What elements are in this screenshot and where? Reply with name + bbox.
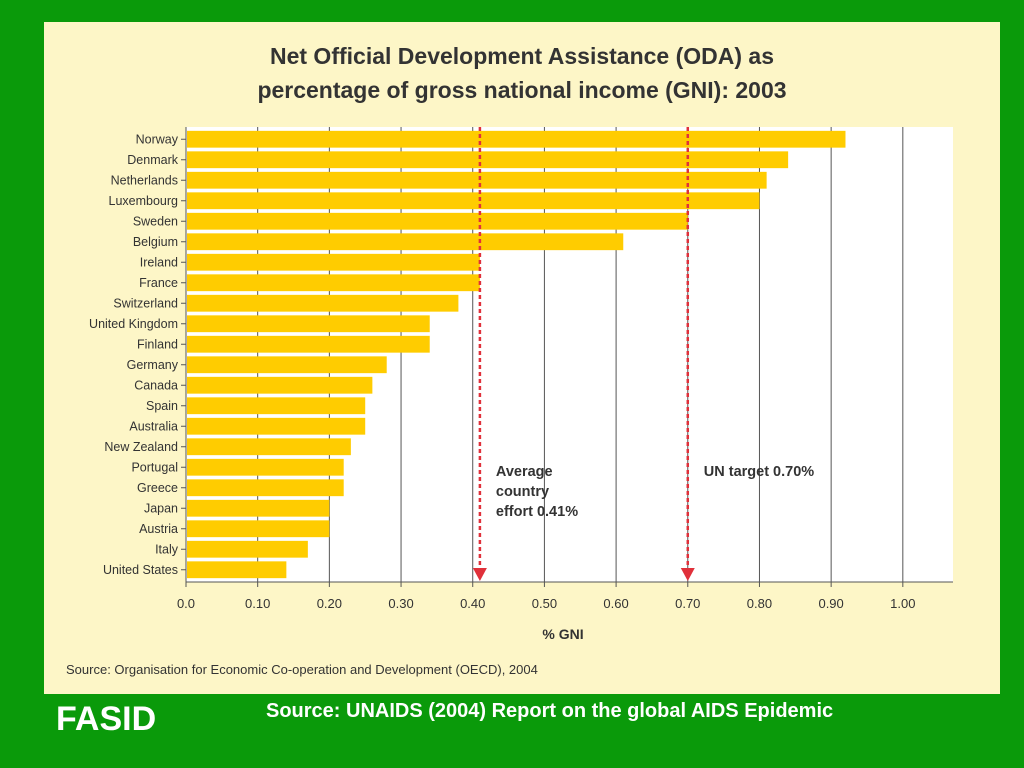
category-labels: Norway Denmark Netherlands Luxembourg Sweden… (89, 132, 179, 577)
bars (187, 130, 846, 579)
category-label: United Kingdom (89, 317, 178, 331)
x-tick-label: 1.00 (890, 596, 915, 611)
x-tick-label: 0.70 (675, 596, 700, 611)
bar (187, 479, 344, 497)
reference-label: Average (496, 464, 553, 480)
x-tick-label: 0.50 (532, 596, 557, 611)
x-tick-label: 0.10 (245, 596, 270, 611)
bar (187, 376, 373, 394)
category-label: Finland (137, 337, 178, 351)
category-label: United States (103, 563, 178, 577)
category-label: Canada (134, 378, 178, 392)
x-tick-label: 0.40 (460, 596, 485, 611)
category-label: Denmark (127, 153, 178, 167)
reference-lines: Average country effort 0.41% UN target 0.70… (472, 127, 815, 581)
chart-source: Source: Organisation for Economic Co-ope… (66, 662, 538, 677)
category-label: Luxembourg (109, 194, 179, 208)
bar (187, 417, 366, 435)
chart-title-line2: percentage of gross national income (GNI… (257, 77, 786, 103)
category-label: Netherlands (111, 173, 178, 187)
bar (187, 151, 789, 169)
chart-title-line1: Net Official Development Assistance (ODA… (270, 43, 774, 69)
reference-label: effort 0.41% (496, 504, 578, 520)
bar (187, 294, 459, 312)
category-label: Belgium (133, 235, 178, 249)
category-label: France (139, 276, 178, 290)
bar (187, 253, 480, 271)
category-label: Portugal (131, 460, 178, 474)
fasid-logo-text: FASID (56, 700, 157, 738)
category-label: Ireland (140, 255, 178, 269)
category-label: New Zealand (104, 440, 178, 454)
bar (187, 499, 330, 517)
x-tick-label: 0.20 (317, 596, 342, 611)
bar (187, 192, 760, 210)
x-tick-label: 0.0 (177, 596, 195, 611)
category-label: Switzerland (113, 296, 178, 310)
bar (187, 130, 846, 148)
reference-label: country (496, 484, 549, 500)
category-label: Sweden (133, 214, 178, 228)
x-tick-label: 0.80 (747, 596, 772, 611)
category-label: Italy (155, 542, 179, 556)
bar (187, 520, 330, 538)
x-tick-label: 0.90 (818, 596, 843, 611)
x-tick-label: 0.30 (388, 596, 413, 611)
category-label: Greece (137, 481, 178, 495)
bar (187, 233, 624, 251)
x-tick-label: 0.60 (603, 596, 628, 611)
reference-arrow (472, 568, 487, 581)
bar (187, 458, 344, 476)
footer-source: Source: UNAIDS (2004) Report on the glob… (266, 700, 834, 722)
bar (187, 540, 308, 558)
bar (187, 315, 430, 333)
reference-arrow (680, 568, 695, 581)
bar (187, 335, 430, 353)
category-label: Spain (146, 399, 178, 413)
bar (187, 212, 688, 230)
chart-panel: Net Official Development Assistance (ODA… (44, 22, 1000, 694)
x-tick-labels: 0.0 0.10 0.20 0.30 0.40 0.50 0.60 0.70 0.80 0.90 1… (177, 596, 916, 611)
category-label: Japan (144, 501, 178, 515)
oda-bar-chart: Net Official Development Assistance (ODA… (66, 43, 953, 677)
bar (187, 171, 767, 189)
category-label: Australia (129, 419, 178, 433)
category-label: Austria (139, 522, 178, 536)
category-label: Germany (127, 358, 179, 372)
x-axis-label: % GNI (542, 626, 583, 642)
bar (187, 274, 480, 292)
category-label: Norway (136, 132, 179, 146)
bar (187, 356, 387, 374)
bar (187, 438, 351, 456)
bar (187, 561, 287, 579)
bar (187, 397, 366, 415)
reference-label: UN target 0.70% (704, 464, 815, 480)
